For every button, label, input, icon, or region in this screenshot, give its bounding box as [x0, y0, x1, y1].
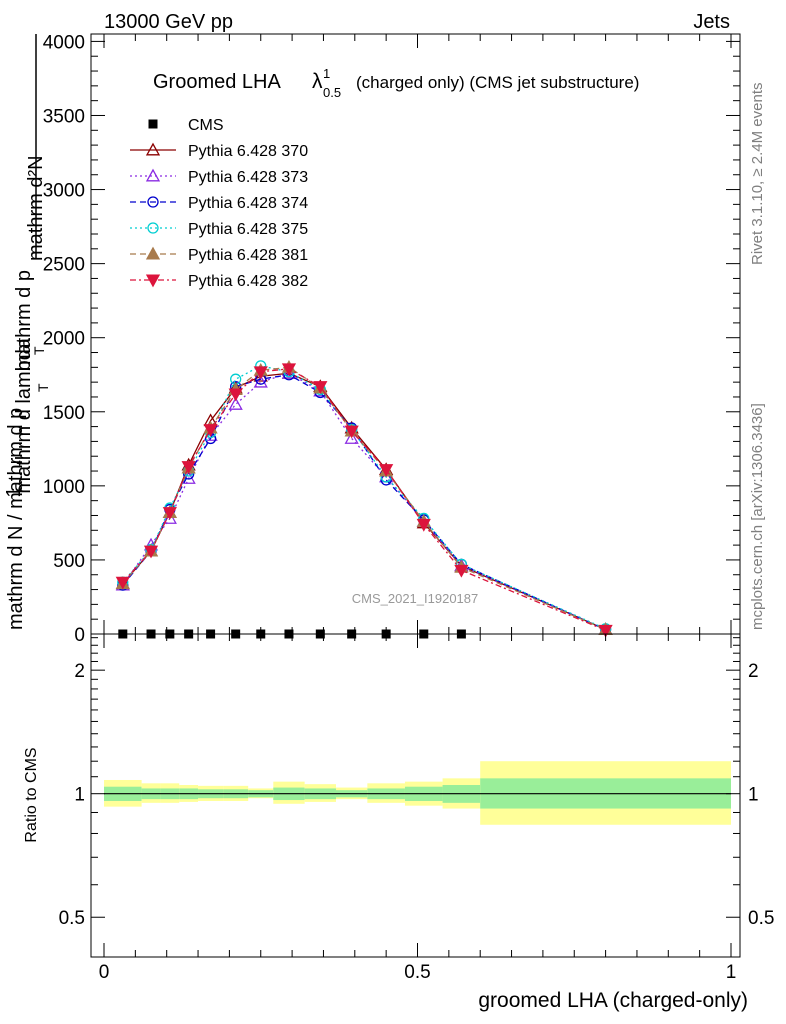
- svg-text:1: 1: [323, 66, 330, 81]
- legend-label: Pythia 6.428 374: [188, 195, 308, 212]
- ylabel-prefactor-denominator: mathrm d N / mathrm d p: [5, 408, 27, 630]
- main-ytick-label: 1000: [43, 477, 85, 498]
- series-point: [145, 168, 161, 182]
- main-ytick-label: 3500: [43, 106, 85, 127]
- main-ylabel: mathrm d²N mathrm d N / mathrm d p mathr…: [3, 34, 51, 630]
- series-line: [122, 368, 606, 631]
- series-point: [379, 464, 394, 477]
- ylabel-denominator-tail: mathrm d lambda: [13, 337, 35, 493]
- title-sub: 0.5: [323, 85, 341, 100]
- legend-entry: Pythia 6.428 370: [130, 142, 308, 160]
- x-axis-ticklabels: 0 0.5 1: [99, 962, 737, 983]
- legend-label: Pythia 6.428 381: [188, 247, 308, 264]
- svg-text:1: 1: [3, 486, 25, 497]
- series-line: [122, 366, 606, 631]
- legend-entry-cms: CMS: [148, 117, 224, 134]
- ylabel-prefactor: 1: [3, 486, 25, 497]
- ylabel-denominator: mathrm d p: [13, 270, 35, 371]
- x-axis-label: groomed LHA (charged-only): [478, 989, 748, 1012]
- analysis-watermark: CMS_2021_I1920187: [352, 591, 479, 606]
- x-tick-label: 0.5: [404, 962, 430, 983]
- series-point: [228, 397, 243, 410]
- title-symbol: λ: [312, 70, 323, 93]
- series-point: [115, 576, 130, 590]
- ratio-frame: [90, 633, 741, 958]
- process-label: Jets: [693, 11, 730, 33]
- series-point: [344, 431, 359, 444]
- legend-entry: Pythia 6.428 374: [130, 195, 308, 212]
- legend-label: Pythia 6.428 373: [188, 169, 308, 186]
- main-ytick-label: 2000: [43, 329, 85, 350]
- svg-text:Groomed LHA: Groomed LHA: [153, 71, 281, 93]
- series-point: [145, 246, 161, 260]
- x-tick-label: 0: [99, 962, 110, 983]
- main-series-layer: [115, 359, 613, 639]
- svg-text:mathrm d p: mathrm d p: [13, 270, 35, 371]
- legend-entry: Pythia 6.428 381: [130, 246, 308, 264]
- main-ytick-label: 4000: [43, 32, 85, 53]
- series-point: [145, 142, 161, 156]
- svg-text:(charged only) (CMS jet substr: (charged only) (CMS jet substructure): [356, 73, 639, 92]
- legend-label: Pythia 6.428 375: [188, 221, 308, 238]
- series-point: [162, 507, 177, 520]
- series-point: [598, 624, 613, 638]
- series-point: [145, 274, 161, 288]
- main-ytick-label: 2500: [43, 255, 85, 276]
- series-point: [147, 196, 159, 208]
- ratio-axis-ticks: 0.5 0.5 1 1 2 2: [59, 634, 774, 957]
- main-ytick-label: 0: [74, 625, 85, 646]
- series-point: [344, 425, 359, 439]
- series-point: [181, 461, 196, 474]
- x-tick-label: 1: [726, 962, 737, 983]
- ylabel-prefactor-sub: T: [35, 383, 51, 392]
- series-point: [203, 424, 218, 437]
- legend-entry: Pythia 6.428 373: [130, 168, 308, 186]
- legend-entry: Pythia 6.428 382: [130, 273, 308, 290]
- legend: CMS Pythia 6.428 370 Pythia 6.428 373 Pythi…: [130, 117, 308, 290]
- energy-label: 13000 GeV pp: [104, 11, 233, 33]
- series-point: [281, 363, 297, 377]
- svg-text:T: T: [35, 383, 51, 392]
- series-point: [147, 222, 159, 234]
- legend-entry: Pythia 6.428 375: [130, 221, 308, 238]
- legend-label: CMS: [188, 117, 224, 134]
- rivet-label: Rivet 3.1.10, ≥ 2.4M events: [749, 83, 766, 266]
- main-ytick-label: 500: [53, 551, 85, 572]
- series-point: [253, 366, 268, 380]
- legend-label: Pythia 6.428 370: [188, 143, 308, 160]
- series-point: [416, 518, 431, 532]
- series-point: [253, 374, 268, 388]
- ylabel-denominator-sub: T: [31, 346, 47, 355]
- title-sup: 1: [323, 66, 330, 81]
- title-suffix: (charged only) (CMS jet substructure): [356, 73, 639, 92]
- series-point: [143, 545, 159, 559]
- ratio-ytick-label: 1: [74, 785, 85, 806]
- series-point: [313, 381, 328, 394]
- title-main: Groomed LHA: [153, 71, 281, 93]
- mcplots-label: mcplots.cern.ch [arXiv:1306.3436]: [749, 403, 766, 630]
- svg-text:0.5: 0.5: [323, 85, 341, 100]
- ratio-ytick-label-right: 1: [748, 785, 759, 806]
- cms-point: [148, 119, 158, 129]
- ratio-bands: [104, 761, 731, 825]
- series-line: [122, 365, 606, 630]
- series-point: [228, 388, 243, 402]
- main-ytick-label: 1500: [43, 403, 85, 424]
- ratio-ytick-label: 0.5: [59, 908, 85, 929]
- main-title: Groomed LHA λ 1 0.5 (charged only) (CMS …: [153, 66, 639, 100]
- svg-text:λ: λ: [312, 70, 323, 93]
- series-point: [454, 564, 469, 578]
- ratio-ytick-label-right: 2: [748, 661, 759, 682]
- ratio-ytick-label: 2: [74, 661, 85, 682]
- svg-text:mathrm d N / mathrm d p: mathrm d N / mathrm d p: [5, 408, 27, 630]
- svg-text:mathrm d lambda: mathrm d lambda: [13, 337, 35, 493]
- svg-text:T: T: [31, 346, 47, 355]
- main-ytick-label: 3000: [43, 181, 85, 202]
- legend-label: Pythia 6.428 382: [188, 273, 308, 290]
- series-6: [115, 363, 613, 638]
- ratio-ylabel: Ratio to CMS: [23, 747, 40, 842]
- ratio-ytick-label-right: 0.5: [748, 908, 774, 929]
